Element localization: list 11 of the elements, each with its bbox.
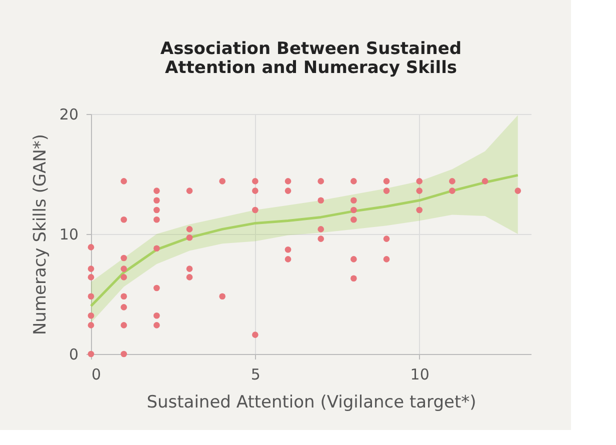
- y-tick-label: 20: [59, 106, 78, 124]
- y-axis-title: Numeracy Skills (GAN*): [30, 134, 50, 336]
- x-tick-label: 0: [92, 366, 102, 384]
- x-tick-label: 5: [250, 366, 260, 384]
- y-tick-label: 0: [68, 346, 78, 364]
- y-tick-label: 10: [59, 226, 78, 244]
- x-tick-label: 10: [410, 366, 430, 384]
- text: Association Between Sustained: [160, 39, 462, 59]
- line-series: [90, 174, 520, 308]
- text: Attention and Numeracy Skills: [164, 58, 458, 78]
- x-axis-title: Sustained Attention (Vigilance target*): [146, 392, 476, 412]
